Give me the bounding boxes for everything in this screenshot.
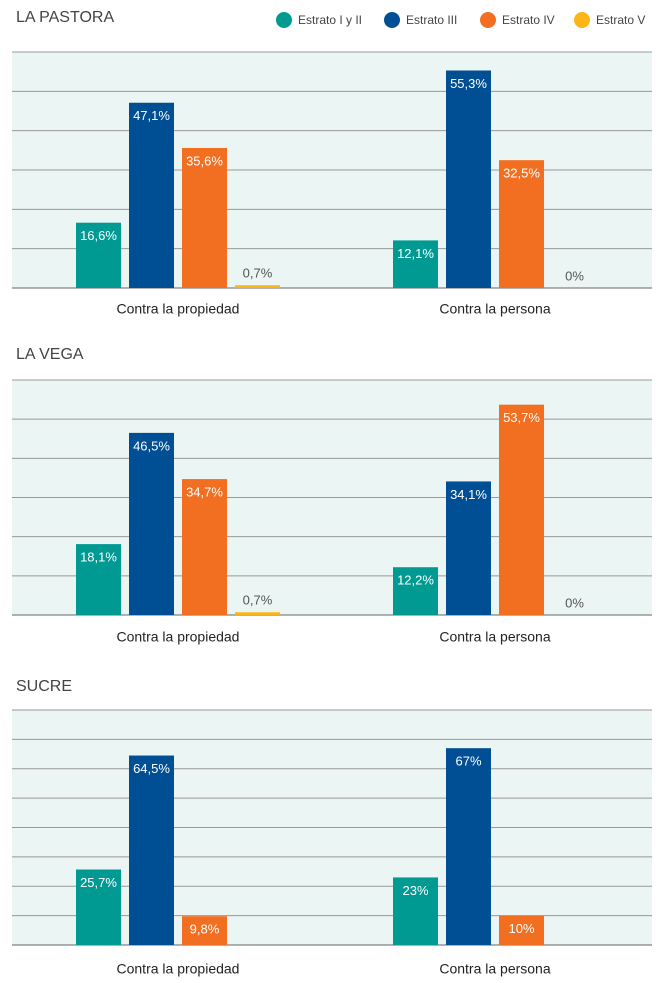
legend-swatch [276,12,292,28]
legend-swatch [480,12,496,28]
data-label: 9,8% [190,922,220,937]
chart-title: SUCRE [16,678,72,695]
chart-title: LA PASTORA [16,9,114,26]
data-label: 34,1% [450,487,487,502]
data-label: 18,1% [80,550,117,565]
x-tick-label: Contra la persona [439,961,551,977]
bar [393,567,438,615]
bar [499,160,544,288]
bar [446,481,491,615]
data-label: 0% [565,268,584,283]
data-label: 53,7% [503,410,540,425]
bar [182,479,227,615]
bar [182,147,227,288]
bar [499,915,544,945]
bar [129,102,174,289]
x-tick-label: Contra la propiedad [117,961,240,977]
chart-title: LA VEGA [16,346,84,363]
bar [499,404,544,615]
data-label: 25,7% [80,875,117,890]
data-label: 67% [455,754,481,769]
data-label: 0% [565,595,584,610]
legend-label: Estrato I y II [298,13,362,27]
x-tick-label: Contra la propiedad [117,629,240,645]
bar [393,240,438,288]
data-label: 55,3% [450,76,487,91]
data-label: 10% [508,921,534,936]
data-label: 0,7% [243,593,273,608]
data-label: 46,5% [133,438,170,453]
bar [76,544,121,615]
legend-label: Estrato IV [502,13,555,27]
legend-swatch [384,12,400,28]
bar [129,432,174,615]
data-label: 34,7% [186,485,223,500]
data-label: 35,6% [186,153,223,168]
x-tick-label: Contra la propiedad [117,301,240,317]
x-tick-label: Contra la persona [439,301,551,317]
data-label: 64,5% [133,761,170,776]
x-tick-label: Contra la persona [439,629,551,645]
legend-label: Estrato V [596,13,645,27]
bar [235,285,280,288]
bar [129,755,174,945]
legend-label: Estrato III [406,13,457,27]
legend-swatch [574,12,590,28]
bar [446,748,491,945]
data-label: 23% [402,883,428,898]
bar [182,916,227,945]
data-label: 12,2% [397,573,434,588]
bar [235,612,280,615]
bar [76,869,121,945]
bar [446,70,491,288]
data-label: 0,7% [243,266,273,281]
data-label: 47,1% [133,108,170,123]
bar [393,877,438,945]
bar [76,222,121,288]
data-label: 32,5% [503,166,540,181]
data-label: 16,6% [80,228,117,243]
data-label: 12,1% [397,246,434,261]
